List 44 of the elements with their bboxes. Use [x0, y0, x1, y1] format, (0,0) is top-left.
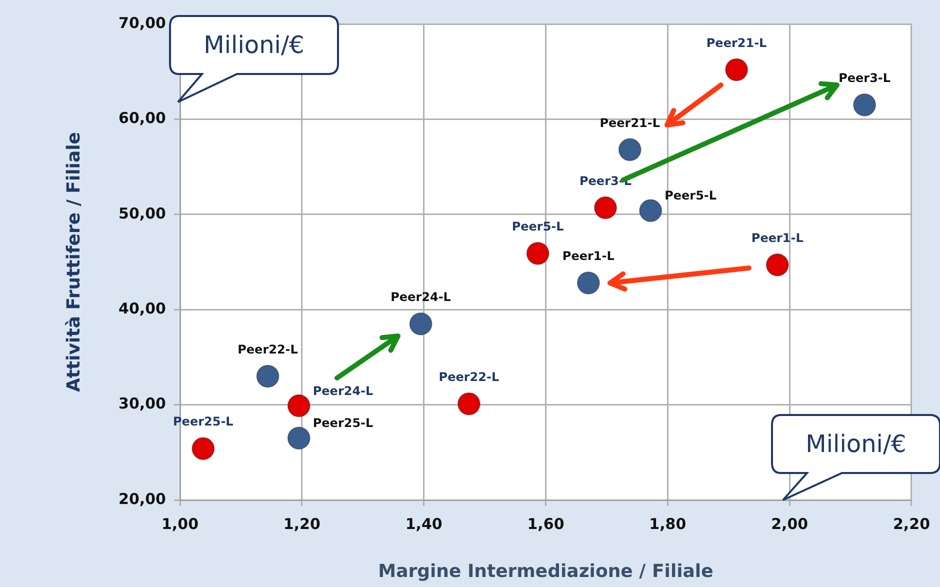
annotation: Peer21-L	[600, 116, 660, 130]
point	[853, 93, 876, 116]
annotation: Peer5-L	[664, 188, 717, 203]
x-tick-label: 1,00	[161, 514, 199, 533]
point	[576, 271, 600, 294]
x-tick-label: 1,20	[283, 514, 320, 533]
annotation: Peer22-L	[238, 342, 298, 356]
annotation: Peer22-L	[438, 370, 500, 384]
point	[594, 196, 617, 220]
annotation: Peer25-L	[312, 416, 374, 430]
x-tick-label: 1,40	[405, 514, 442, 533]
x-tick-label: 1,60	[527, 514, 564, 533]
point	[725, 58, 748, 82]
y-tick-label: 50,00	[118, 204, 166, 222]
point	[526, 242, 550, 265]
y-tick-label: 40,00	[118, 299, 166, 318]
point	[409, 312, 432, 336]
annotation: Peer21-L	[706, 36, 768, 50]
point	[256, 364, 280, 388]
x-tick-label: 1,80	[649, 514, 686, 533]
annotation: Peer25-L	[173, 414, 234, 429]
point	[287, 394, 310, 418]
y-axis-title: Attività Fruttifere / Filiale	[63, 132, 84, 392]
annotation: Peer1-L	[562, 249, 615, 264]
y-tick-label: 30,00	[118, 394, 166, 413]
y-tick-label: 70,00	[118, 14, 166, 32]
annotation: Peer24-L	[390, 290, 452, 304]
point	[639, 199, 662, 222]
point	[766, 253, 789, 276]
annotation: Peer24-L	[312, 384, 374, 398]
point	[287, 426, 310, 450]
annotation: Peer3-L	[838, 71, 891, 86]
point	[192, 437, 215, 460]
y-tick-label: 60,00	[118, 109, 166, 128]
x-axis-title: Margine Intermediazione / Filiale	[378, 560, 714, 582]
annotation: Peer5-L	[512, 220, 564, 234]
x-tick-label: 2,00	[771, 514, 808, 533]
point	[618, 138, 642, 162]
annotation: Peer1-L	[751, 230, 804, 245]
x-tick-label: 2,20	[892, 514, 930, 533]
annotation: Milioni/€	[804, 429, 908, 460]
annotation: Milioni/€	[202, 30, 306, 61]
y-tick-label: 20,00	[118, 490, 166, 508]
point	[457, 392, 480, 416]
